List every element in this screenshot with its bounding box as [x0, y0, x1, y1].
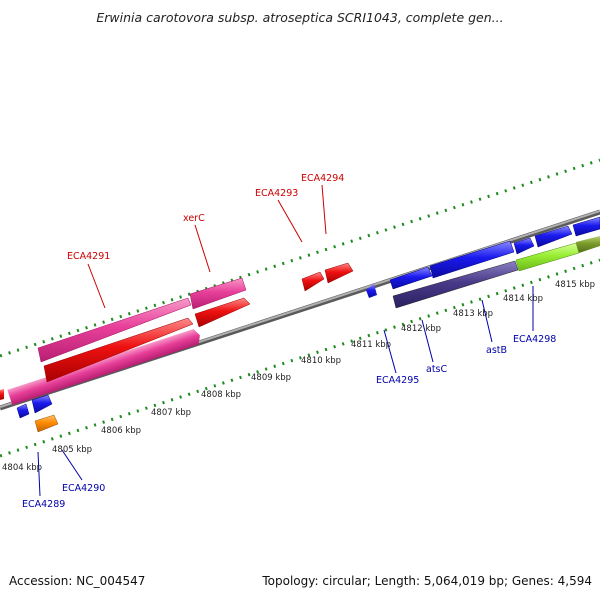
gene-label-eca4290[interactable]: ECA4290	[62, 483, 105, 494]
scale-label-4811: 4811 kbp	[351, 340, 391, 350]
scale-label-4804: 4804 kbp	[2, 463, 42, 473]
gene-arrow-astb[interactable]	[392, 260, 519, 309]
gene-arrow-eca4294[interactable]	[324, 262, 354, 284]
scale-label-4808: 4808 kbp	[201, 390, 241, 400]
scale-labels: 4804 kbp 4805 kbp 4806 kbp 4807 kbp 4808…	[2, 280, 595, 473]
gene-arrow-atsc[interactable]	[429, 240, 515, 279]
gene-labels-bottom: ECA4289 ECA4290 ECA4295 atsC astB ECA429…	[22, 334, 556, 510]
top-strand-genes	[7, 328, 202, 406]
gene-label-eca4295[interactable]: ECA4295	[376, 375, 419, 386]
gene-label-astb[interactable]: astB	[486, 345, 507, 356]
scale-label-4814: 4814 kbp	[503, 294, 543, 304]
gene-labels-top: ECA4291 xerC ECA4293 ECA4294	[67, 173, 344, 262]
scale-label-4809: 4809 kbp	[251, 373, 291, 383]
gene-arrow-eca4289[interactable]	[16, 403, 30, 419]
gene-arrow-orange[interactable]	[34, 414, 59, 433]
gene-label-eca4293[interactable]: ECA4293	[255, 188, 298, 199]
gene-arrow-blue-3[interactable]	[513, 237, 535, 255]
scale-label-4806: 4806 kbp	[101, 426, 141, 436]
gene-label-eca4298[interactable]: ECA4298	[513, 334, 556, 345]
lower-tick-ruler	[0, 258, 600, 458]
gene-label-eca4294[interactable]: ECA4294	[301, 173, 344, 184]
gene-features	[0, 216, 600, 433]
gene-arrow-red-1[interactable]	[43, 317, 194, 383]
gene-arrow-xerc[interactable]	[189, 277, 247, 310]
gene-arrow-blue-4[interactable]	[534, 225, 573, 248]
gene-arrow-eca4291[interactable]	[7, 328, 202, 406]
upper-tick-ruler	[0, 158, 600, 358]
scale-label-4812: 4812 kbp	[401, 324, 441, 334]
scale-label-4813: 4813 kbp	[453, 309, 493, 319]
gene-arrow-red-left[interactable]	[0, 389, 4, 400]
gene-label-xerc[interactable]: xerC	[183, 213, 205, 224]
gene-arrow-eca4293[interactable]	[301, 271, 325, 292]
gene-label-eca4291[interactable]: ECA4291	[67, 251, 110, 262]
gene-arrow-eca4290[interactable]	[31, 394, 53, 414]
gene-arrow-blue-5[interactable]	[572, 216, 600, 237]
gene-label-eca4289[interactable]: ECA4289	[22, 499, 65, 510]
gene-label-atsc[interactable]: atsC	[426, 364, 447, 375]
gene-arrow-olive[interactable]	[576, 236, 600, 253]
scale-label-4807: 4807 kbp	[151, 408, 191, 418]
leader-lines	[37, 184, 534, 497]
topology-summary: Topology: circular; Length: 5,064,019 bp…	[262, 574, 592, 588]
gene-arrow-eca4291[interactable]	[37, 297, 192, 363]
gene-arrow-red-2[interactable]	[194, 297, 251, 328]
scale-label-4815: 4815 kbp	[555, 280, 595, 290]
gene-arrow-eca4295[interactable]	[389, 266, 433, 290]
accession-text: Accession: NC_004547	[9, 574, 146, 588]
scale-label-4805: 4805 kbp	[52, 445, 92, 455]
map-title: Erwinia carotovora subsp. atroseptica SC…	[96, 10, 504, 25]
gene-arrow-blue-small[interactable]	[366, 284, 377, 298]
scale-label-4810: 4810 kbp	[301, 356, 341, 366]
